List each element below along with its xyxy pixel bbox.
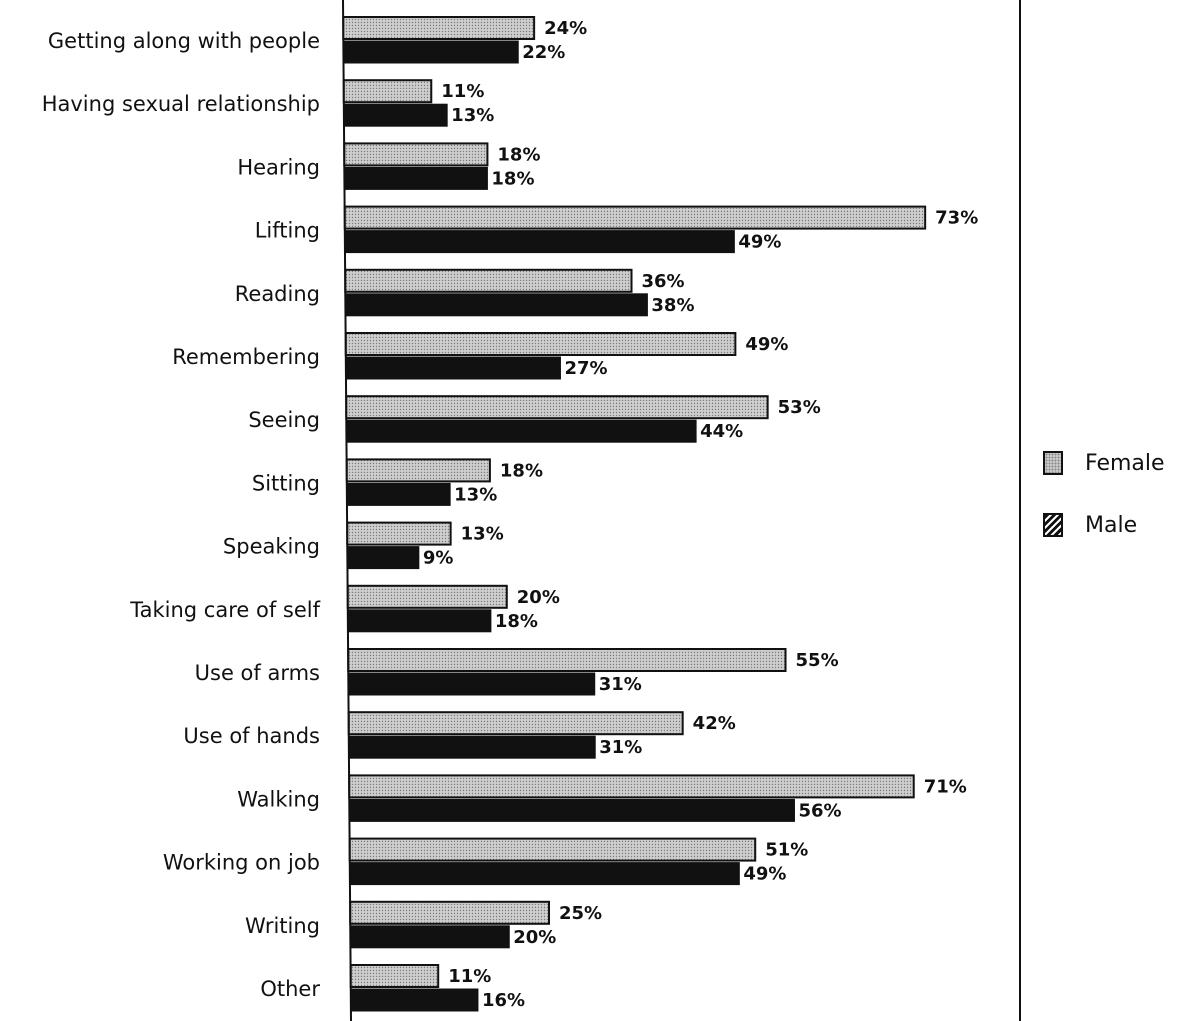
category-label: Writing [245, 914, 320, 938]
value-label-female: 36% [642, 271, 685, 292]
bar-male [347, 609, 492, 633]
bar-female [345, 395, 769, 420]
value-label-female: 11% [448, 966, 491, 987]
value-label-female: 25% [559, 903, 602, 924]
value-label-male: 16% [482, 990, 525, 1011]
bar-male [342, 40, 519, 64]
value-label-female: 24% [544, 18, 587, 39]
bar-female [343, 205, 927, 230]
bar-female [343, 142, 489, 167]
legend-item-male: Male [1043, 510, 1165, 540]
value-label-male: 22% [522, 42, 565, 63]
value-label-female: 53% [778, 397, 821, 418]
bars-group: Getting along with people 24% 22% Having se… [42, 16, 978, 1012]
category-label: Use of arms [195, 661, 320, 685]
bar-male [347, 672, 596, 696]
legend-label-female: Female [1085, 450, 1165, 476]
bar-female [345, 458, 491, 483]
bar-male [343, 103, 448, 127]
bar-female [348, 837, 757, 862]
value-label-male: 49% [738, 232, 781, 253]
value-label-male: 13% [451, 105, 494, 126]
bar-female [344, 332, 737, 356]
value-label-female: 71% [924, 776, 967, 797]
category-label: Taking care of self [129, 598, 320, 622]
value-label-male: 27% [564, 358, 607, 379]
bar-male [344, 230, 735, 254]
category-label: Having sexual relationship [42, 92, 320, 116]
category-label: Other [260, 977, 320, 1001]
value-label-female: 55% [796, 650, 839, 671]
category-label: Hearing [237, 155, 320, 179]
bar-male [343, 166, 488, 190]
bar-male [345, 356, 561, 380]
value-label-male: 18% [495, 611, 538, 632]
category-label: Sitting [252, 471, 320, 495]
category-label: Speaking [223, 535, 320, 559]
category-label: Working on job [163, 851, 320, 875]
bar-male [344, 293, 648, 317]
value-label-female: 20% [517, 587, 560, 608]
value-label-male: 44% [700, 421, 743, 442]
bar-female [342, 16, 536, 40]
value-label-female: 18% [497, 144, 540, 165]
value-label-female: 49% [745, 334, 788, 355]
legend-label-male: Male [1085, 512, 1138, 538]
value-label-male: 31% [599, 737, 642, 758]
legend-item-female: Female [1043, 448, 1165, 478]
bar-female [347, 711, 684, 736]
value-label-female: 11% [441, 81, 484, 102]
legend: Female Male [1043, 448, 1165, 572]
bar-male [349, 862, 740, 886]
male-swatch-icon [1043, 513, 1063, 537]
female-swatch-icon [1043, 451, 1063, 475]
bar-male [346, 482, 451, 506]
bar-male [346, 546, 420, 570]
bar-female [347, 648, 787, 672]
value-label-male: 38% [651, 295, 694, 316]
category-label: Getting along with people [48, 29, 320, 53]
bar-male [349, 925, 510, 949]
category-label: Seeing [248, 408, 320, 432]
bar-female [349, 964, 440, 988]
category-label: Remembering [172, 345, 320, 369]
value-label-male: 13% [454, 484, 497, 505]
value-label-female: 18% [500, 460, 543, 481]
category-label: Reading [235, 282, 320, 306]
category-label: Walking [237, 787, 320, 811]
bar-male [348, 798, 795, 822]
value-label-male: 18% [491, 168, 534, 189]
value-label-female: 13% [461, 524, 504, 545]
category-label: Lifting [255, 219, 320, 243]
value-label-female: 42% [693, 713, 736, 734]
value-label-male: 20% [513, 927, 556, 948]
bar-female [346, 521, 452, 546]
value-label-male: 49% [743, 864, 786, 885]
value-label-female: 73% [935, 208, 978, 229]
bar-male [348, 735, 596, 759]
bar-female [349, 900, 551, 925]
bar-female [346, 584, 508, 609]
value-label-male: 56% [798, 800, 841, 821]
bar-female [348, 774, 915, 799]
value-label-male: 9% [423, 548, 454, 569]
value-label-female: 51% [765, 840, 808, 861]
bar-male [345, 419, 697, 443]
bar-female [344, 268, 633, 293]
bar-male [350, 988, 479, 1012]
value-label-male: 31% [599, 674, 642, 695]
category-label: Use of hands [183, 724, 320, 748]
bar-female [342, 79, 433, 104]
